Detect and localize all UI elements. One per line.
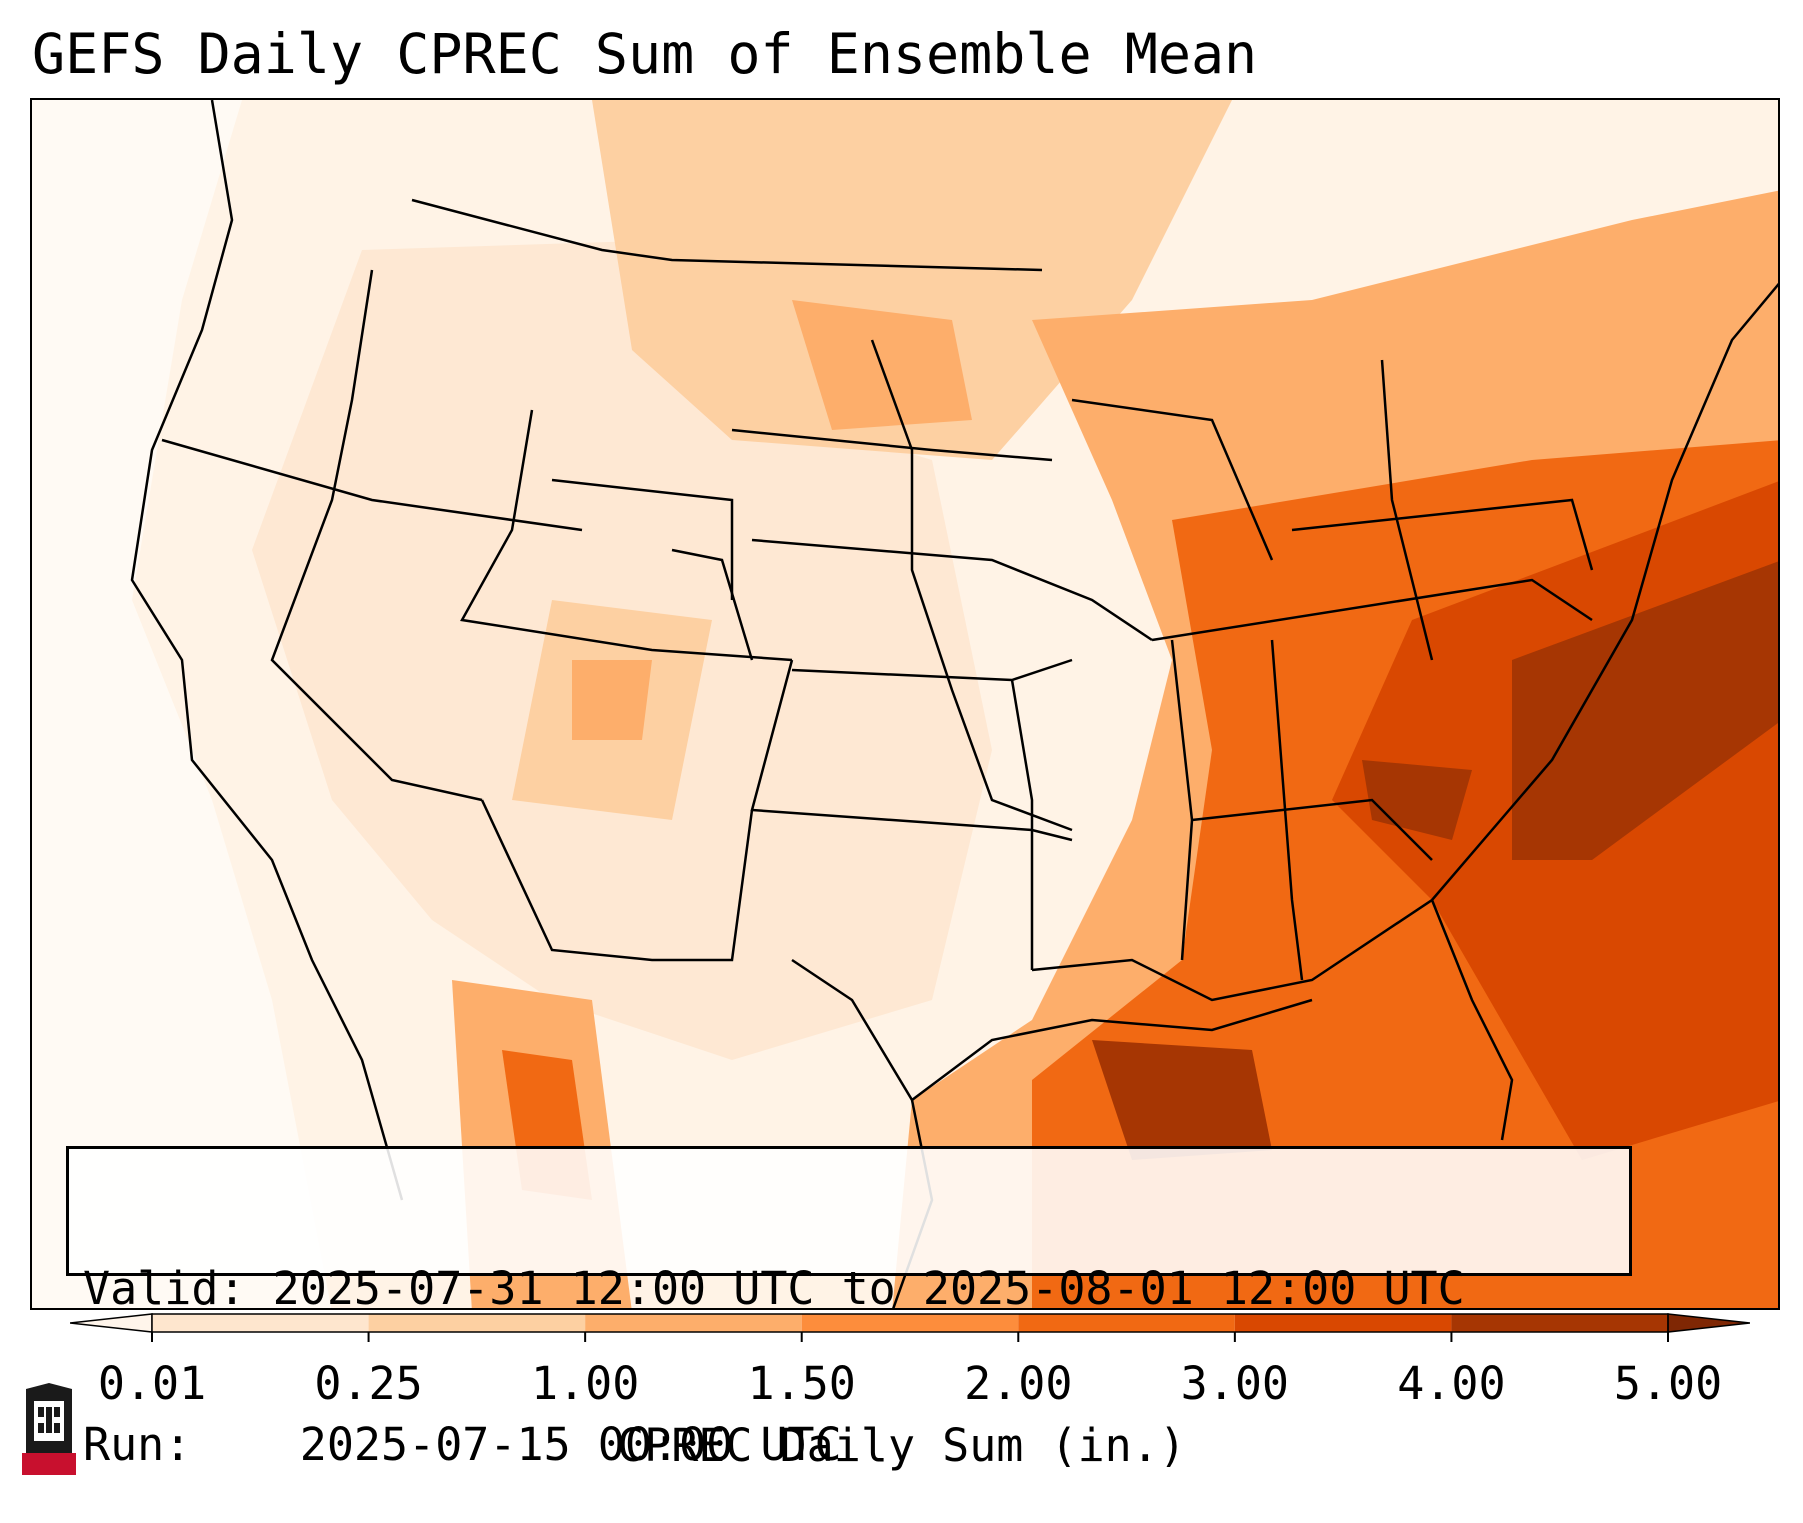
colorbar-tick-label: 5.00 <box>1613 1357 1723 1410</box>
colorbar-tick-label: 0.01 <box>97 1357 207 1410</box>
colorbar-under-triangle <box>70 1313 153 1333</box>
colorbar-outline <box>151 1313 1669 1333</box>
colorbar <box>70 1313 1750 1342</box>
niu-logo <box>22 1383 76 1475</box>
gulf-core-shading <box>1092 1040 1272 1160</box>
colorbar-segment <box>1451 1314 1668 1332</box>
colorbar-segment <box>1018 1314 1235 1332</box>
valid-value: 2025-07-31 12:00 UTC to 2025-08-01 12:00… <box>272 1262 1465 1315</box>
colorbar-segment <box>801 1314 1019 1332</box>
colorado-shading <box>572 660 652 740</box>
colorbar-segment <box>152 1314 369 1332</box>
run-value: 2025-07-15 00:00 UTC <box>299 1418 842 1471</box>
run-row: Run: 2025-07-15 00:00 UTC <box>83 1419 1615 1471</box>
map-canvas <box>32 100 1778 1308</box>
atlantic-core-shading <box>1512 561 1778 860</box>
colorbar-over-triangle <box>1667 1313 1750 1333</box>
colorbar-tick-label: 4.00 <box>1397 1357 1506 1410</box>
colorbar-tick-label: 3.00 <box>1180 1357 1290 1410</box>
colorbar-segments <box>70 1313 1750 1333</box>
colorbar-segment <box>585 1314 802 1332</box>
valid-info-box: Valid: 2025-07-31 12:00 UTC to 2025-08-0… <box>66 1146 1632 1471</box>
colorbar-label: CPREC Daily Sum (in.) <box>617 1419 1186 1472</box>
precipitation-map <box>30 98 1780 1310</box>
colorbar-tick-label: 0.25 <box>314 1357 423 1410</box>
valid-label: Valid: <box>83 1262 246 1315</box>
colorbar-tick-label: 2.00 <box>964 1357 1073 1410</box>
south-carolina-shading <box>1362 760 1472 840</box>
run-label: Run: <box>83 1418 192 1471</box>
map-title: GEFS Daily CPREC Sum of Ensemble Mean <box>32 22 1258 86</box>
valid-row: Valid: 2025-07-31 12:00 UTC to 2025-08-0… <box>83 1263 1615 1315</box>
northern-plains-shading <box>592 100 1232 460</box>
state-borders <box>130 100 1778 1308</box>
colorbar-ticks <box>151 1332 1669 1342</box>
colorbar-tick-label: 1.00 <box>530 1357 640 1410</box>
colorbar-segment <box>368 1314 586 1332</box>
colorbar-segment <box>1234 1314 1452 1332</box>
pacific-ocean <box>32 100 332 1308</box>
colorbar-tick-label: 1.50 <box>747 1357 856 1410</box>
